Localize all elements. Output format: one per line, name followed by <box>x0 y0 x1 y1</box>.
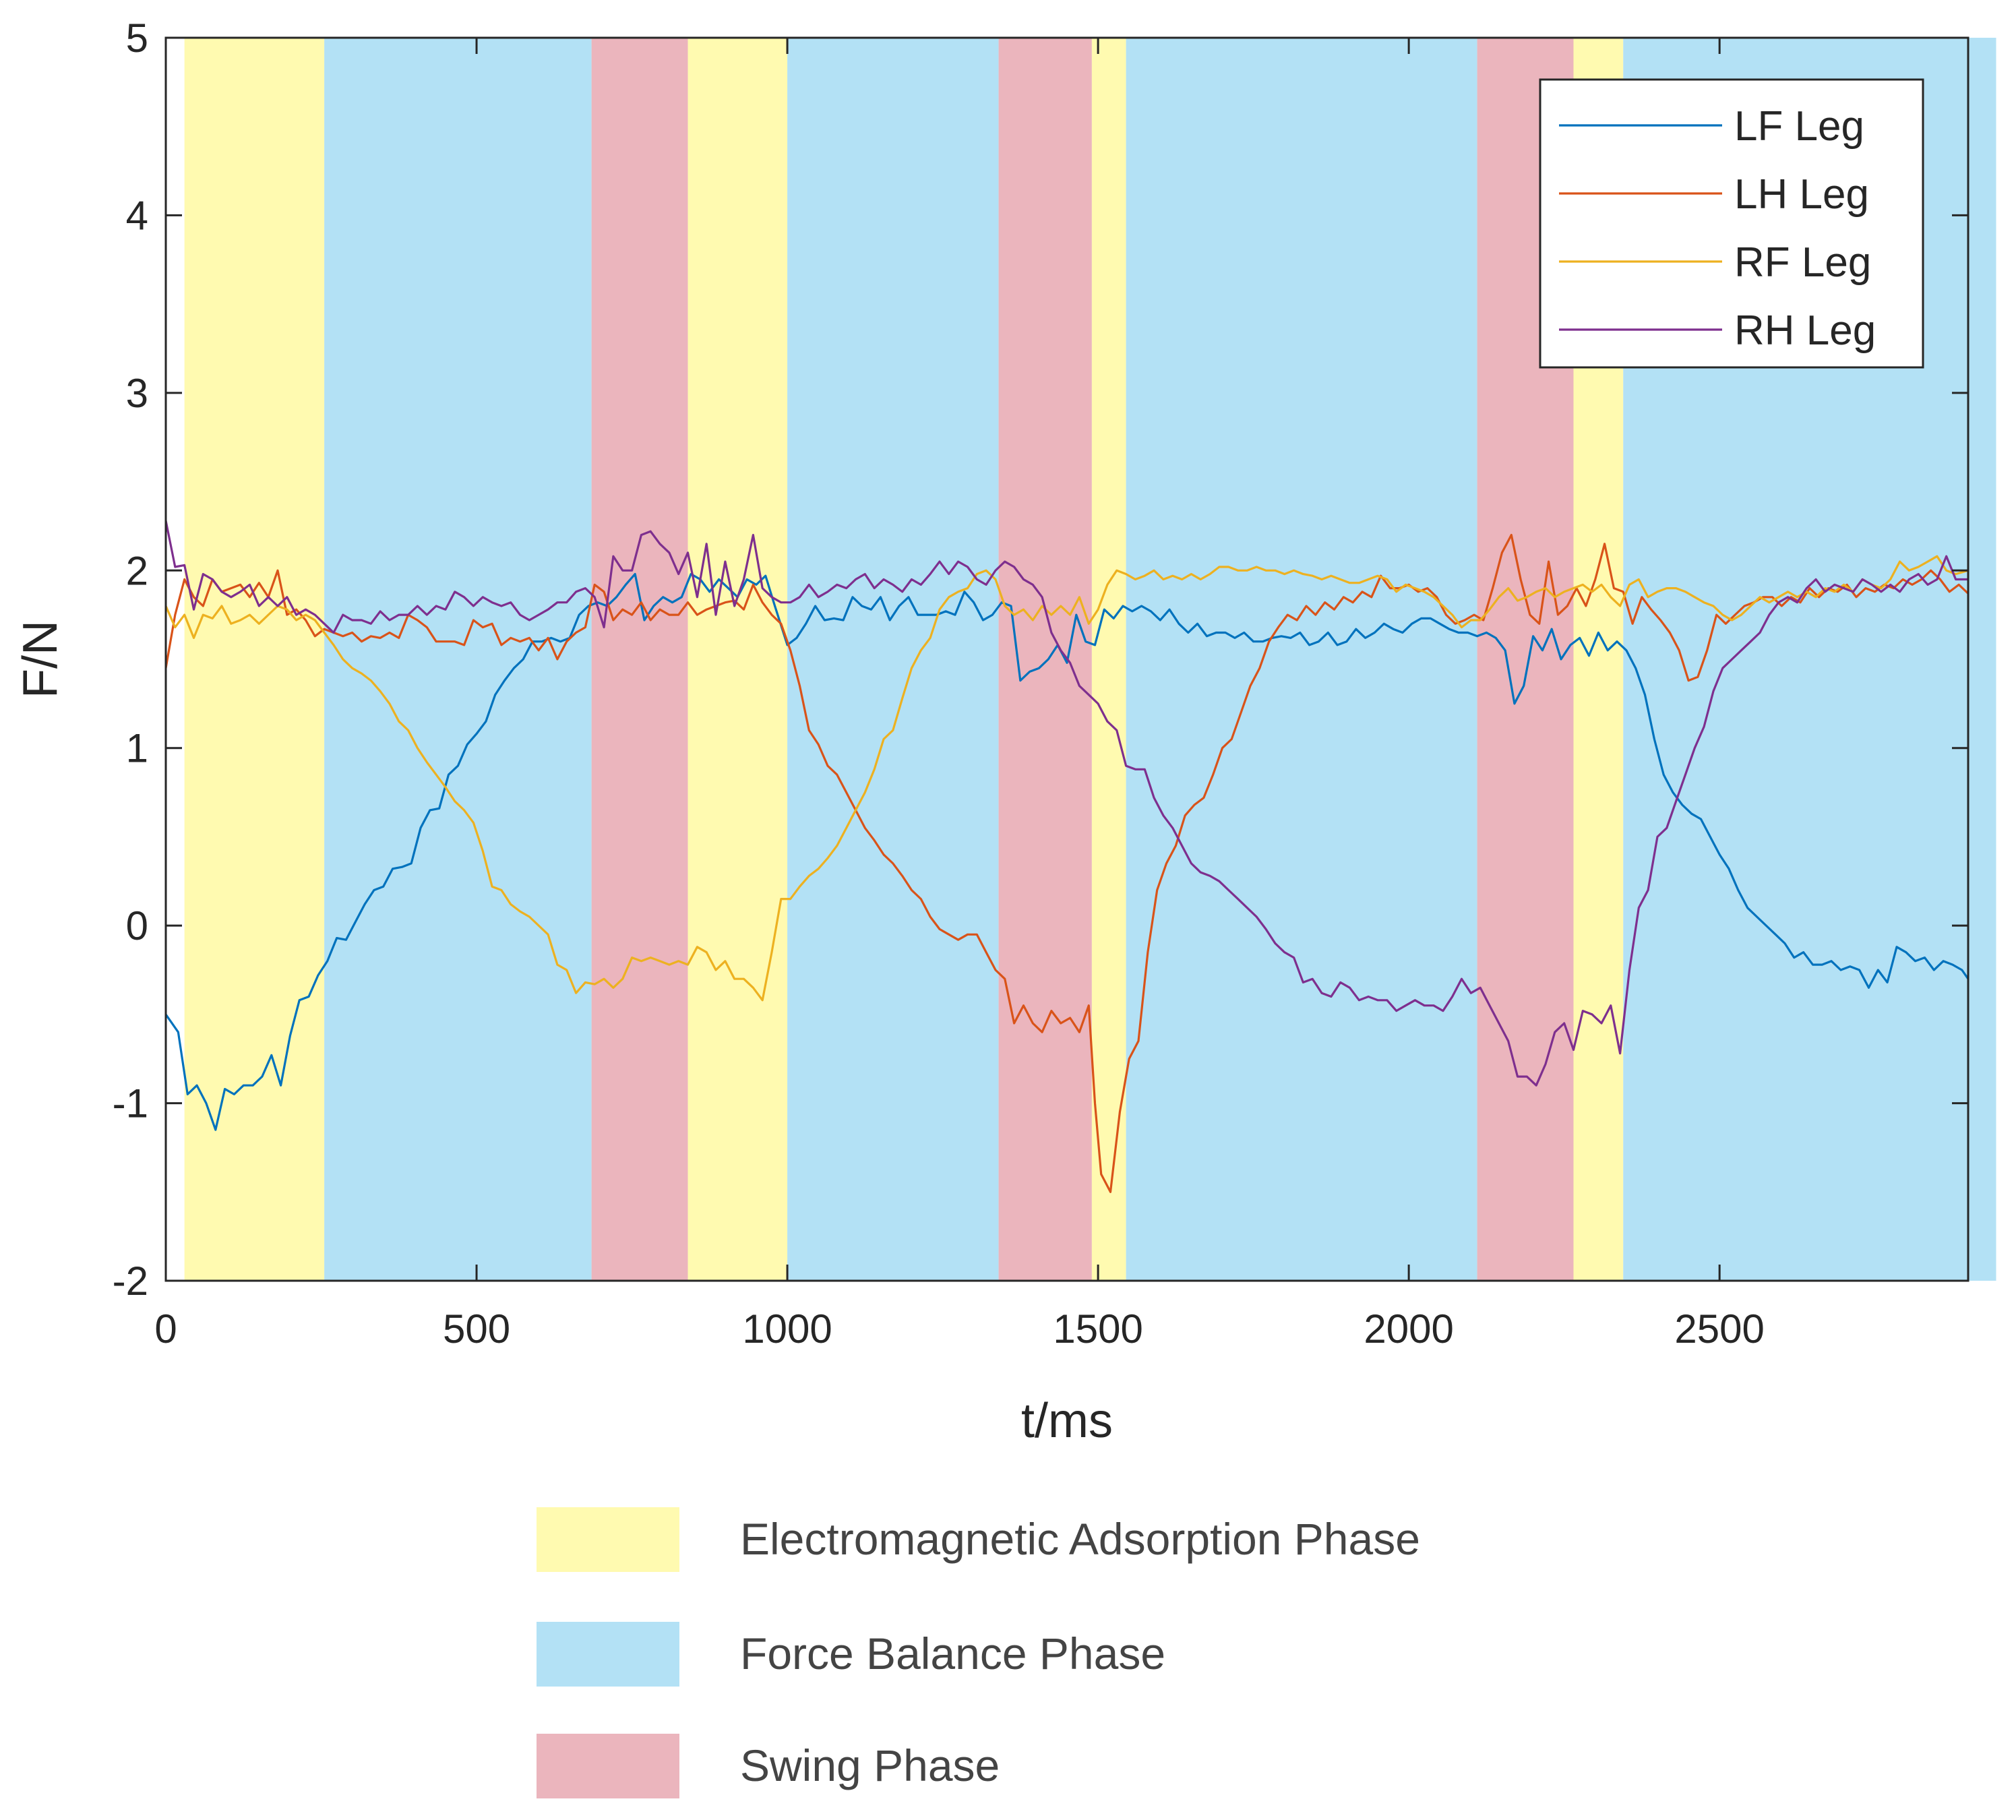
series-legend: LF Leg LH Leg RF Leg RH Leg <box>1539 78 1924 369</box>
phase-band-adsorption <box>184 38 325 1281</box>
phase-legend-label-balance: Force Balance Phase <box>740 1629 1165 1678</box>
y-tick-label: 5 <box>126 16 148 61</box>
phase-band-swing <box>591 38 688 1281</box>
x-tick-label: 1000 <box>742 1306 832 1352</box>
phase-band-balance <box>324 38 592 1281</box>
y-axis-title: F/N <box>13 620 67 698</box>
phase-band-balance <box>1126 38 1477 1281</box>
plot-frame <box>164 36 1969 1282</box>
phase-band-adsorption <box>688 38 788 1281</box>
phase-legend-swatch-swing <box>537 1734 679 1798</box>
y-tick-label: 1 <box>126 726 148 771</box>
y-tick-label: 0 <box>126 903 148 948</box>
phase-band-swing <box>998 38 1092 1281</box>
y-tick-label: 3 <box>126 371 148 416</box>
series-line-rh-leg <box>164 520 1968 1087</box>
legend-label: LF Leg <box>1734 103 1864 150</box>
legend-label: RF Leg <box>1734 239 1871 286</box>
phase-legend-label-swing: Swing Phase <box>740 1740 1000 1790</box>
legend-label: RH Leg <box>1734 307 1876 354</box>
x-axis-title: t/ms <box>1021 1394 1113 1448</box>
x-tick-label: 2500 <box>1674 1306 1764 1352</box>
phase-band-balance <box>787 38 999 1281</box>
x-tick-label: 1500 <box>1053 1306 1142 1352</box>
phase-band-adsorption <box>1091 38 1126 1281</box>
phase-legend-label-adsorption: Electromagnetic Adsorption Phase <box>740 1514 1420 1564</box>
series-line-lh-leg <box>164 534 1969 1193</box>
phase-legend-swatch-balance <box>537 1622 679 1687</box>
series-line-rf-leg <box>164 555 1969 1002</box>
y-tick-label: 2 <box>126 548 148 593</box>
series-lines <box>164 520 1969 1193</box>
y-tick-label: -1 <box>113 1081 148 1126</box>
x-tick-label: 2000 <box>1364 1306 1453 1352</box>
axis-ticks: 0 500 1000 1500 2000 2500 -2 -1 0 1 2 3 4 5 <box>113 16 1968 1352</box>
phase-legend: Electromagnetic Adsorption Phase Force Ba… <box>537 1507 1420 1798</box>
legend-label: LH Leg <box>1734 171 1869 218</box>
x-tick-label: 500 <box>443 1306 510 1352</box>
legend-box <box>1539 78 1924 369</box>
phase-legend-swatch-adsorption <box>537 1507 679 1572</box>
y-tick-label: 4 <box>126 193 148 238</box>
x-tick-label: 0 <box>154 1306 177 1352</box>
series-line-lf-leg <box>164 573 1969 1131</box>
y-tick-label: -2 <box>113 1258 148 1304</box>
